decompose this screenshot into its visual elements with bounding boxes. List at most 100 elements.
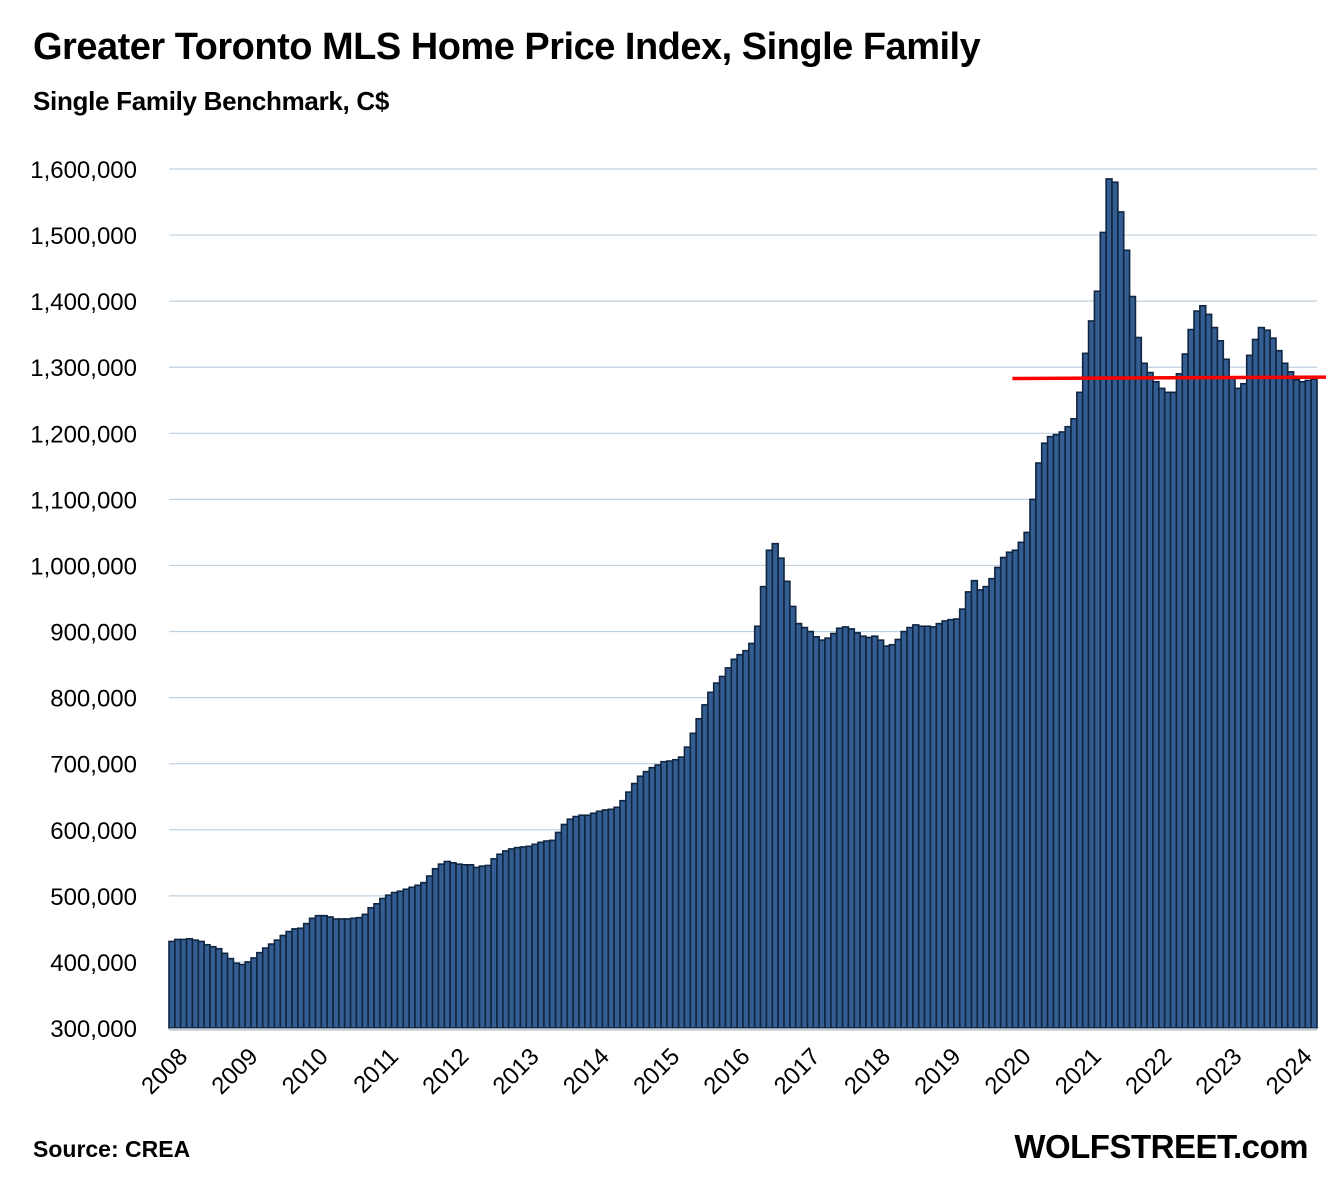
bar xyxy=(554,831,563,1029)
bar xyxy=(543,840,551,1029)
bar xyxy=(373,902,381,1029)
bar xyxy=(431,867,440,1029)
bar xyxy=(648,766,656,1029)
bar xyxy=(1064,425,1072,1029)
bar xyxy=(712,682,721,1029)
bar xyxy=(654,764,662,1029)
bar xyxy=(1128,295,1137,1029)
bar xyxy=(291,928,299,1029)
bar xyxy=(941,620,949,1029)
x-tick-label: 2009 xyxy=(207,1043,264,1100)
bar xyxy=(1111,181,1119,1029)
bar xyxy=(285,930,293,1029)
bar xyxy=(1257,326,1266,1029)
bar xyxy=(1187,328,1195,1029)
bar xyxy=(314,914,323,1029)
bar xyxy=(777,557,785,1029)
bar xyxy=(906,626,914,1029)
bar xyxy=(1245,354,1254,1029)
bar xyxy=(1035,462,1043,1029)
bar xyxy=(261,947,270,1029)
bar xyxy=(595,810,604,1029)
bar xyxy=(560,823,569,1029)
x-tick-label: 2013 xyxy=(488,1043,545,1100)
bar xyxy=(830,632,838,1029)
bar xyxy=(601,809,610,1029)
bar xyxy=(273,939,282,1029)
x-tick-label: 2011 xyxy=(348,1043,404,1099)
bar xyxy=(689,732,697,1029)
bar xyxy=(748,642,756,1029)
bar xyxy=(812,636,820,1029)
bar xyxy=(396,890,405,1029)
bar xyxy=(220,952,229,1029)
bar xyxy=(1158,387,1166,1029)
reference-line xyxy=(1012,375,1326,381)
bar xyxy=(888,643,897,1029)
bar xyxy=(859,635,867,1029)
bar xyxy=(578,814,586,1029)
bar xyxy=(461,863,469,1029)
bar xyxy=(1163,391,1172,1029)
bar xyxy=(238,963,246,1029)
bar xyxy=(964,591,973,1029)
bar xyxy=(607,808,615,1029)
x-tick-label: 2015 xyxy=(628,1043,685,1100)
bar xyxy=(244,961,252,1029)
bar xyxy=(1023,531,1031,1029)
bar xyxy=(759,585,768,1029)
bar xyxy=(1093,290,1102,1029)
bar xyxy=(466,863,475,1029)
bar xyxy=(1040,442,1049,1029)
bar xyxy=(472,866,481,1029)
bar xyxy=(882,645,891,1029)
x-tick-label: 2017 xyxy=(769,1043,826,1100)
bar xyxy=(660,760,668,1029)
bar xyxy=(320,914,328,1029)
bar xyxy=(1222,358,1230,1029)
bar xyxy=(642,770,651,1029)
x-tick-label: 2021 xyxy=(1050,1043,1107,1100)
bar xyxy=(835,627,844,1029)
y-tick-label: 900,000 xyxy=(50,620,137,647)
bar xyxy=(267,943,276,1029)
bar xyxy=(742,649,750,1029)
bar xyxy=(455,863,463,1029)
bar xyxy=(1017,541,1025,1029)
brand-watermark: WOLFSTREET.com xyxy=(1014,1128,1308,1165)
bar xyxy=(1134,336,1143,1029)
bar xyxy=(1275,349,1283,1029)
bar xyxy=(1052,433,1061,1029)
x-tick-label: 2018 xyxy=(839,1043,896,1100)
bar xyxy=(789,605,797,1029)
y-tick-label: 800,000 xyxy=(50,686,137,713)
x-tick-label: 2024 xyxy=(1261,1043,1318,1100)
bar xyxy=(736,653,744,1029)
bar xyxy=(806,630,815,1029)
bar xyxy=(625,791,633,1029)
bar xyxy=(765,549,774,1029)
y-tick-label: 400,000 xyxy=(50,950,137,977)
x-tick-label: 2016 xyxy=(699,1043,756,1100)
bar xyxy=(572,815,580,1029)
bar xyxy=(1029,498,1037,1029)
x-tick-label: 2010 xyxy=(277,1043,334,1100)
bar xyxy=(537,841,545,1029)
y-tick-label: 1,000,000 xyxy=(30,553,137,580)
bar xyxy=(753,625,762,1029)
bar xyxy=(1281,362,1289,1029)
bar xyxy=(232,962,241,1029)
bar xyxy=(900,630,908,1029)
bar xyxy=(308,917,317,1029)
bar xyxy=(1046,435,1055,1029)
x-tick-label: 2020 xyxy=(980,1043,1037,1100)
bar xyxy=(824,637,832,1029)
bar xyxy=(847,628,856,1029)
y-tick-label: 1,600,000 xyxy=(30,157,137,184)
y-tick-label: 600,000 xyxy=(50,818,137,845)
bar xyxy=(1292,378,1301,1029)
bar xyxy=(970,579,979,1029)
bar xyxy=(730,658,738,1029)
bar xyxy=(589,812,598,1029)
source-note: Source: CREA xyxy=(33,1136,191,1162)
